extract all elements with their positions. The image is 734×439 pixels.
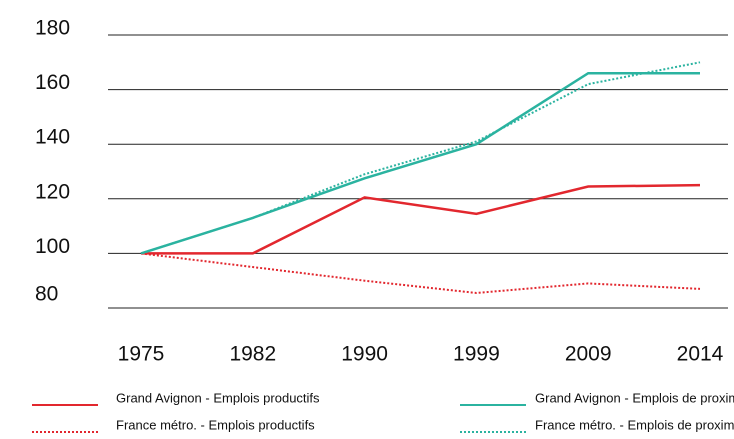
legend-label: France métro. - Emplois de proximité <box>535 417 734 432</box>
legend-label: Grand Avignon - Emplois de proximité <box>535 390 734 405</box>
x-tick-label: 2014 <box>677 343 724 366</box>
x-tick-label: 1982 <box>229 343 276 366</box>
y-tick-label: 120 <box>35 180 70 203</box>
y-tick-label: 140 <box>35 126 70 149</box>
legend-label: France métro. - Emplois productifs <box>116 417 315 432</box>
legend-label: Grand Avignon - Emplois productifs <box>116 390 320 405</box>
x-tick-label: 2009 <box>565 343 612 366</box>
x-tick-label: 1999 <box>453 343 500 366</box>
x-tick-label: 1975 <box>118 343 165 366</box>
line <box>140 252 701 294</box>
y-tick-label: 160 <box>35 71 70 94</box>
line <box>140 61 701 255</box>
y-tick-label: 80 <box>35 283 58 306</box>
y-tick-label: 180 <box>35 17 70 40</box>
line <box>141 183 701 255</box>
y-tick-label: 100 <box>35 235 70 258</box>
x-tick-label: 1990 <box>341 343 388 366</box>
